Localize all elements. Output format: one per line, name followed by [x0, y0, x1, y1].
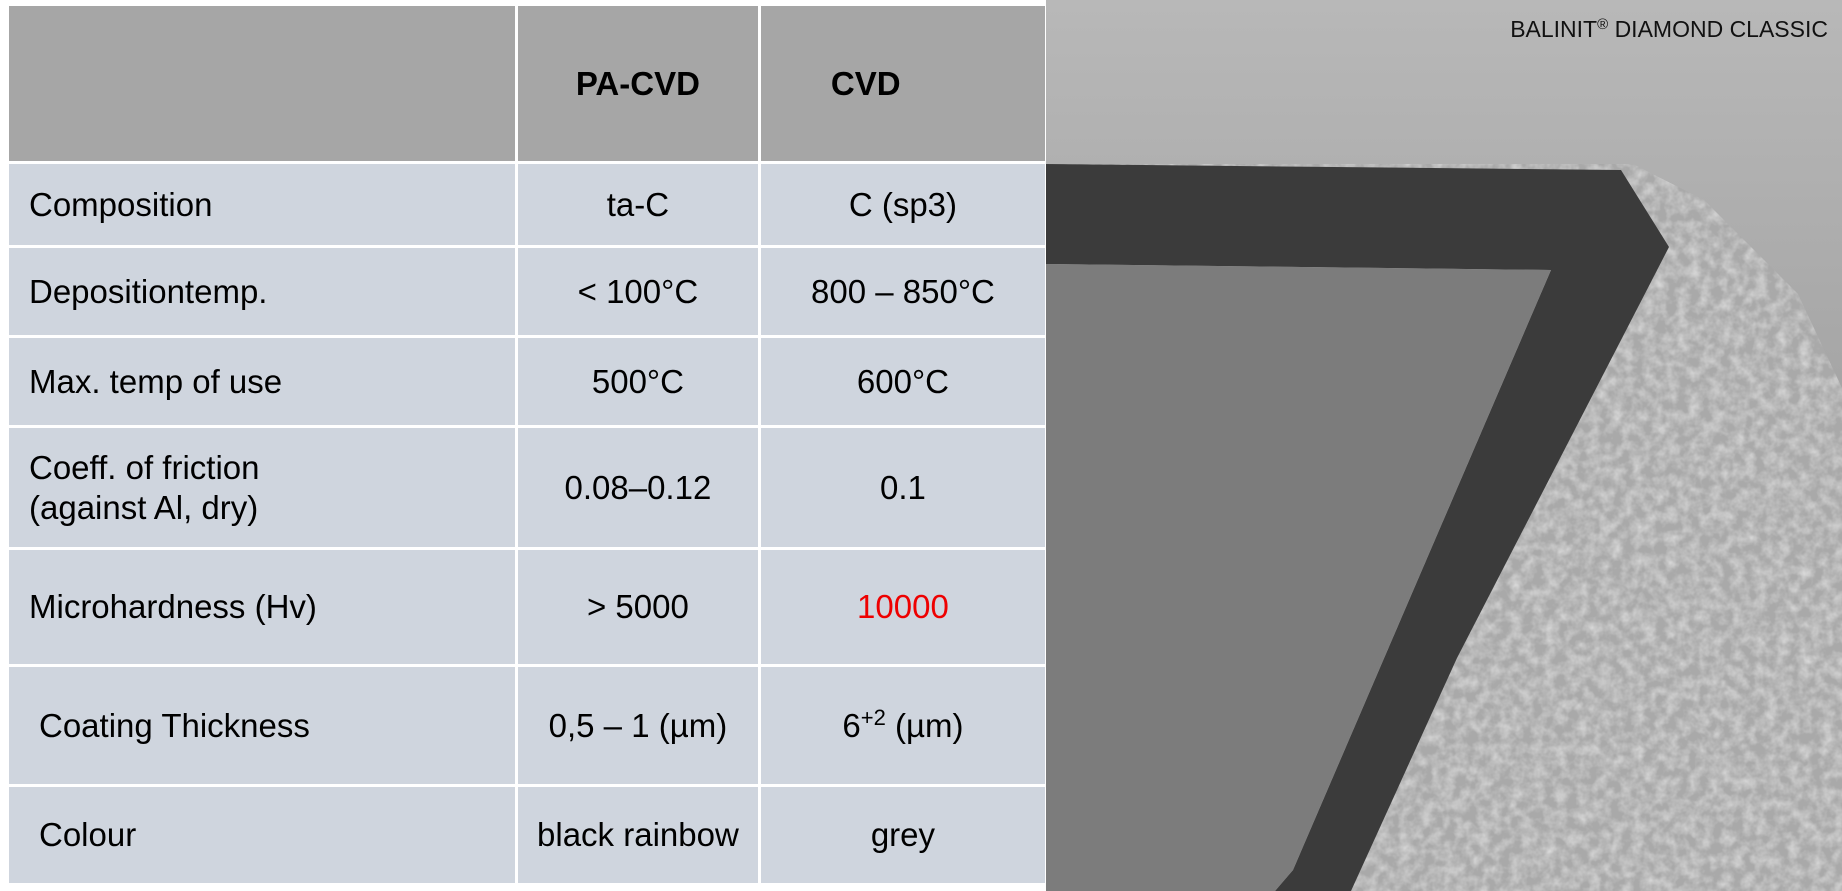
cell: < 100°C: [518, 248, 758, 335]
row-label: Max. temp of use: [9, 338, 515, 425]
row-label: Coating Thickness: [9, 667, 515, 784]
unit: (µm): [895, 707, 963, 744]
row-label: Depositiontemp.: [9, 248, 515, 335]
corner-cell: [9, 6, 515, 161]
row: Coating Thickness 0,5 – 1 (µm) 6+2 (µm): [9, 667, 1045, 784]
row: Microhardness (Hv) > 5000 10000: [9, 550, 1045, 664]
cell: 10000: [761, 550, 1045, 664]
label-line: (against Al, dry): [29, 489, 258, 526]
row: Max. temp of use 500°C 600°C: [9, 338, 1045, 425]
cell: C (sp3): [761, 164, 1045, 245]
row: Coeff. of friction(against Al, dry) 0.08…: [9, 428, 1045, 547]
row-label: Composition: [9, 164, 515, 245]
cell: ta-C: [518, 164, 758, 245]
header-row: PA-CVD CVD: [9, 6, 1045, 161]
sem-image: [1046, 0, 1842, 891]
cell: black rainbow: [518, 787, 758, 883]
cell: grey: [761, 787, 1045, 883]
row: Composition ta-C C (sp3): [9, 164, 1045, 245]
value-base: 6: [842, 707, 860, 744]
product: DIAMOND CLASSIC: [1615, 16, 1828, 42]
cell: 600°C: [761, 338, 1045, 425]
trademark: ®: [1597, 16, 1608, 33]
header-cell: CVD: [761, 6, 1045, 161]
cell: 0.08–0.12: [518, 428, 758, 547]
cell: 0,5 – 1 (µm): [518, 667, 758, 784]
cell: 6+2 (µm): [761, 667, 1045, 784]
cell: 0.1: [761, 428, 1045, 547]
cell: 500°C: [518, 338, 758, 425]
cell: > 5000: [518, 550, 758, 664]
row: Colour black rainbow grey: [9, 787, 1045, 883]
row-label: Microhardness (Hv): [9, 550, 515, 664]
comparison-table: PA-CVD CVD Composition ta-C C (sp3) Depo…: [6, 3, 1048, 886]
row-label: Coeff. of friction(against Al, dry): [9, 428, 515, 547]
page: PA-CVD CVD Composition ta-C C (sp3) Depo…: [0, 0, 1842, 891]
row: Depositiontemp. < 100°C 800 – 850°C: [9, 248, 1045, 335]
cell: 800 – 850°C: [761, 248, 1045, 335]
row-label: Colour: [9, 787, 515, 883]
brand: BALINIT: [1510, 16, 1597, 42]
label-line: Coeff. of friction: [29, 449, 260, 486]
header-cell: PA-CVD: [518, 6, 758, 161]
superscript: +2: [861, 705, 886, 730]
image-caption: BALINIT® DIAMOND CLASSIC: [1510, 16, 1828, 43]
